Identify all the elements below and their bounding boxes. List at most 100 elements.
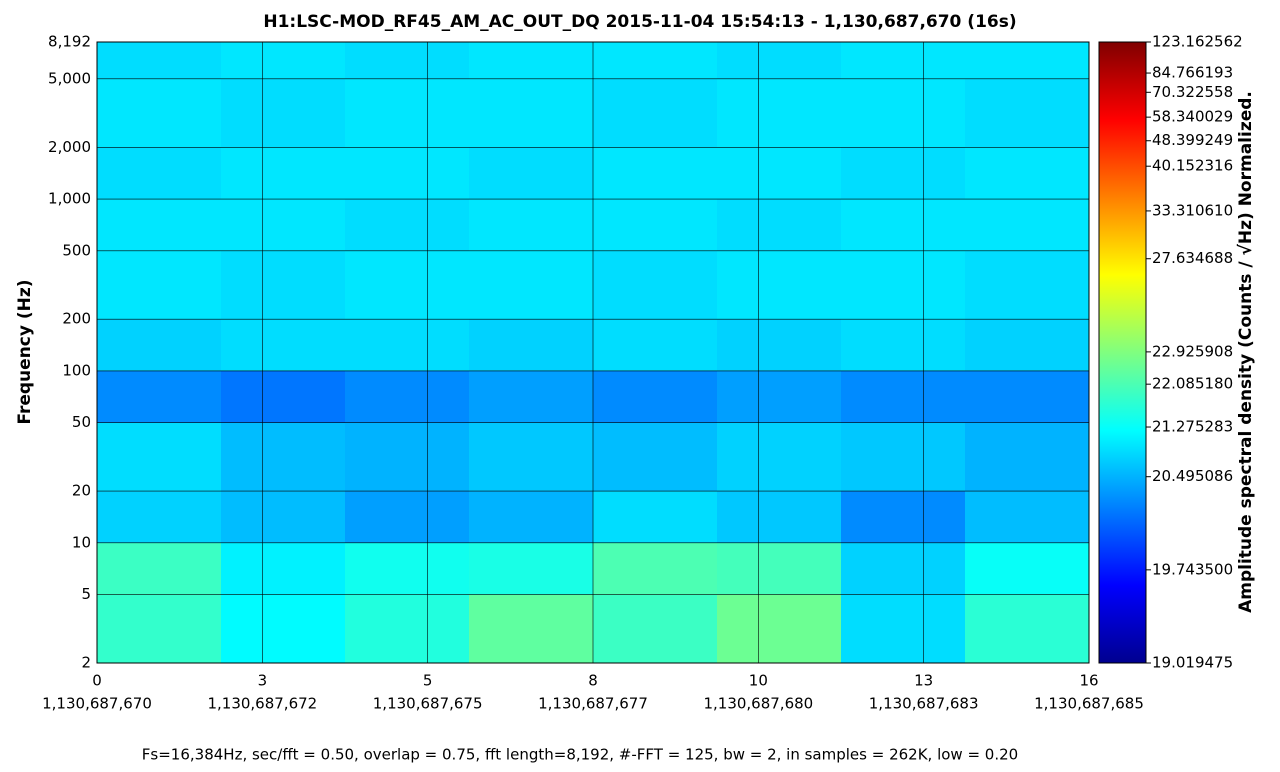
heatmap-cell — [469, 147, 593, 200]
heatmap-cell — [593, 42, 717, 79]
heatmap-cell — [841, 491, 965, 543]
heatmap-cell — [593, 78, 717, 148]
heatmap-cell — [345, 370, 469, 423]
x-tick-label: 13 — [914, 672, 933, 690]
x-tick-label: 10 — [749, 672, 768, 690]
heatmap-cell — [221, 199, 345, 251]
heatmap-cell — [97, 42, 221, 79]
heatmap-cell — [965, 147, 1089, 200]
y-tick-label: 50 — [72, 413, 91, 431]
colorbar-tick-label: 21.275283 — [1152, 418, 1233, 436]
heatmap-cell — [965, 542, 1089, 595]
heatmap-cell — [97, 250, 221, 320]
x-tick-gps-label: 1,130,687,677 — [538, 695, 648, 713]
heatmap-cell — [717, 594, 841, 663]
x-tick-label: 0 — [92, 672, 102, 690]
colorbar-tick-label: 19.019475 — [1152, 654, 1233, 672]
colorbar-tick-label: 20.495086 — [1152, 467, 1233, 485]
heatmap-cell — [841, 370, 965, 423]
heatmap-cell — [841, 78, 965, 148]
x-tick-gps-label: 1,130,687,680 — [703, 695, 813, 713]
y-tick-label: 200 — [62, 310, 91, 328]
heatmap-cell — [593, 250, 717, 320]
heatmap-cell — [345, 491, 469, 543]
y-tick-label: 5,000 — [48, 69, 91, 87]
heatmap-cell — [345, 199, 469, 251]
heatmap-cell — [593, 542, 717, 595]
heatmap-cell — [97, 147, 221, 200]
y-tick-label: 2,000 — [48, 138, 91, 156]
heatmap-cell — [221, 147, 345, 200]
colorbar-tick-label: 22.925908 — [1152, 342, 1233, 360]
heatmap-cell — [717, 491, 841, 543]
heatmap-cell — [97, 491, 221, 543]
heatmap-cell — [965, 594, 1089, 663]
heatmap-cell — [593, 594, 717, 663]
y-tick-label: 20 — [72, 482, 91, 500]
heatmap-cell — [717, 319, 841, 371]
x-tick-label: 16 — [1079, 672, 1098, 690]
heatmap-cell — [593, 491, 717, 543]
colorbar-tick-label: 22.085180 — [1152, 375, 1233, 393]
heatmap-cell — [345, 542, 469, 595]
heatmap-cell — [469, 542, 593, 595]
heatmap-cell — [469, 199, 593, 251]
heatmap-cell — [97, 542, 221, 595]
y-tick-label: 100 — [62, 361, 91, 379]
heatmap-cell — [345, 422, 469, 492]
heatmap-cell — [469, 250, 593, 320]
heatmap-cell — [965, 250, 1089, 320]
heatmap-cell — [593, 370, 717, 423]
heatmap-cell — [841, 250, 965, 320]
heatmap-cell — [221, 319, 345, 371]
heatmap-cell — [965, 78, 1089, 148]
heatmap-cell — [345, 147, 469, 200]
heatmap-cell — [965, 199, 1089, 251]
heatmap-cell — [841, 147, 965, 200]
heatmap-cell — [717, 250, 841, 320]
heatmap-cell — [469, 78, 593, 148]
y-axis-label: Frequency (Hz) — [15, 279, 35, 424]
heatmap-cell — [97, 199, 221, 251]
heatmap-cell — [221, 542, 345, 595]
heatmap-cell — [469, 491, 593, 543]
x-tick-label: 3 — [258, 672, 268, 690]
heatmap-cell — [221, 422, 345, 492]
heatmap-cell — [97, 78, 221, 148]
heatmap-cell — [841, 319, 965, 371]
x-tick-label: 8 — [588, 672, 598, 690]
colorbar-tick-label: 84.766193 — [1152, 64, 1233, 82]
heatmap-cell — [345, 319, 469, 371]
colorbar-tick-label: 40.152316 — [1152, 157, 1233, 175]
heatmap-cell — [469, 370, 593, 423]
heatmap-cell — [717, 370, 841, 423]
heatmap-cell — [469, 319, 593, 371]
heatmap-cell — [717, 422, 841, 492]
colorbar-tick-label: 19.743500 — [1152, 560, 1233, 578]
heatmap-cell — [345, 42, 469, 79]
y-tick-label: 8,192 — [48, 33, 91, 51]
colorbar-tick-label: 123.162562 — [1152, 33, 1243, 51]
x-tick-gps-label: 1,130,687,675 — [373, 695, 483, 713]
heatmap-cell — [593, 422, 717, 492]
heatmap-cell — [345, 78, 469, 148]
heatmap-cell — [97, 319, 221, 371]
heatmap-cell — [221, 78, 345, 148]
heatmap-cell — [841, 42, 965, 79]
heatmap-cell — [717, 147, 841, 200]
colorbar-label: Amplitude spectral density (Counts / √Hz… — [1236, 91, 1256, 613]
heatmap-cell — [717, 199, 841, 251]
heatmap-cell — [97, 370, 221, 423]
x-tick-label: 5 — [423, 672, 433, 690]
heatmap-cell — [965, 491, 1089, 543]
heatmap-cell — [221, 491, 345, 543]
colorbar — [1098, 41, 1147, 664]
colorbar-tick-label: 27.634688 — [1152, 249, 1233, 267]
heatmap-cell — [841, 422, 965, 492]
heatmap-cell — [965, 42, 1089, 79]
heatmap-cell — [965, 422, 1089, 492]
x-tick-gps-label: 1,130,687,683 — [869, 695, 979, 713]
heatmap-cell — [593, 147, 717, 200]
heatmap-cell — [965, 370, 1089, 423]
heatmap-cell — [469, 422, 593, 492]
